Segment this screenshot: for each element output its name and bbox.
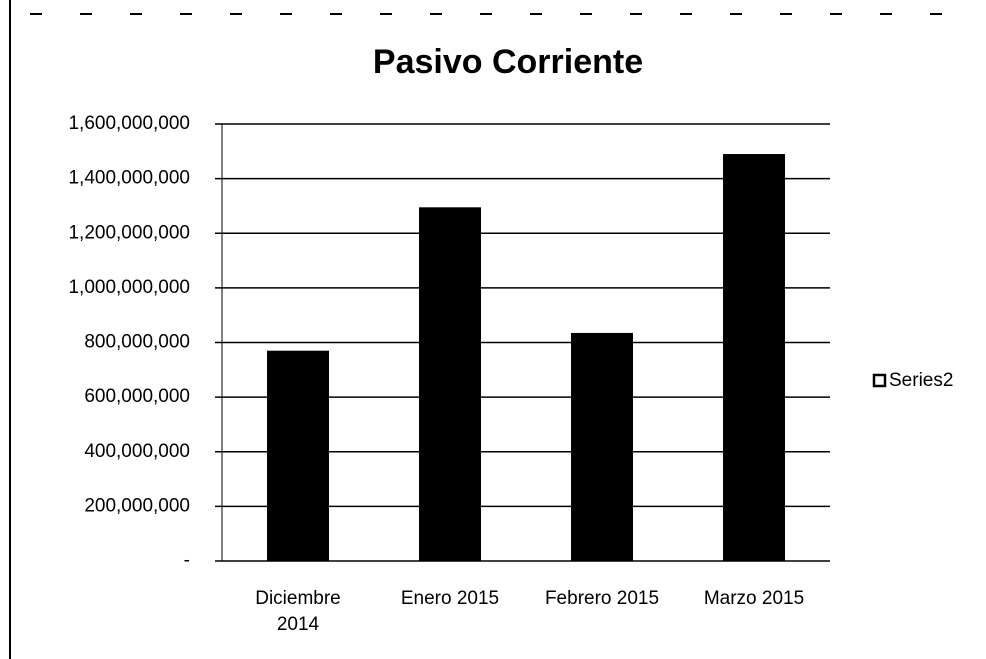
x-tick-label: Diciembre 2014 (255, 588, 341, 635)
y-tick-label: 1,600,000,000 (68, 113, 190, 134)
y-tick-label: 1,400,000,000 (68, 168, 190, 189)
bar (419, 207, 481, 561)
y-tick-label: - (184, 550, 190, 571)
bar (723, 154, 785, 561)
y-tick-label: 200,000,000 (84, 495, 190, 516)
legend-swatch (872, 373, 887, 388)
y-tick-label: 400,000,000 (84, 441, 190, 462)
x-tick-label: Febrero 2015 (544, 588, 660, 609)
y-tick-label: 800,000,000 (84, 332, 190, 353)
y-tick-label: 600,000,000 (84, 386, 190, 407)
y-tick-label: 1,200,000,000 (68, 222, 190, 243)
y-tick-label: 1,000,000,000 (68, 277, 190, 298)
bar (571, 332, 633, 561)
bar (267, 350, 329, 561)
x-tick-label: Enero 2015 (400, 588, 500, 609)
x-tick-label: Marzo 2015 (703, 588, 805, 609)
chart-title: Pasivo Corriente (373, 43, 643, 81)
legend-label: Series2 (889, 370, 953, 391)
